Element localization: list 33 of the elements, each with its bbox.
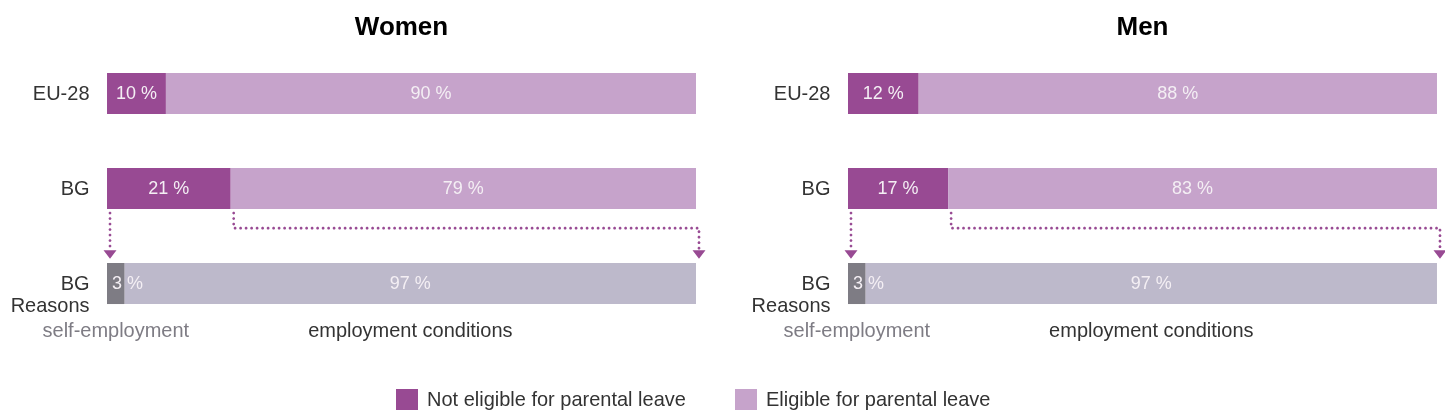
- bar: [107, 262, 125, 305]
- bar: [848, 73, 919, 115]
- chart-title: Men: [1116, 11, 1169, 41]
- data-label: 79 %: [442, 177, 484, 198]
- series-label: employment conditions: [308, 319, 513, 342]
- y-tick-label: EU-28: [32, 82, 90, 105]
- bar: [124, 262, 696, 305]
- legend-label: Eligible for parental leave: [766, 387, 991, 410]
- data-label: 3 %: [853, 272, 884, 293]
- bar: [165, 73, 696, 115]
- data-label: 10 %: [115, 82, 157, 103]
- y-tick-label: BG Reasons: [10, 272, 90, 317]
- bar: [848, 262, 866, 305]
- y-tick-label: BG Reasons: [751, 272, 831, 317]
- y-tick-label: BG: [60, 177, 90, 200]
- bar: [865, 262, 1437, 305]
- y-tick-label: BG: [801, 177, 831, 200]
- data-label: 83 %: [1172, 177, 1214, 198]
- bar: [107, 168, 231, 210]
- data-label: 90 %: [410, 82, 452, 103]
- series-label: self-employment: [783, 319, 931, 342]
- series-label: self-employment: [42, 319, 190, 342]
- chart-title: Women: [354, 11, 449, 41]
- data-label: 88 %: [1157, 82, 1199, 103]
- data-label: 12 %: [862, 82, 904, 103]
- y-tick-label: EU-28: [773, 82, 831, 105]
- data-label: 21 %: [148, 177, 190, 198]
- bar: [848, 168, 949, 210]
- data-label: 17 %: [877, 177, 919, 198]
- legend-label: Not eligible for parental leave: [427, 387, 686, 410]
- bar: [918, 73, 1437, 115]
- series-label: employment conditions: [1049, 319, 1254, 342]
- data-label: 3 %: [112, 272, 144, 293]
